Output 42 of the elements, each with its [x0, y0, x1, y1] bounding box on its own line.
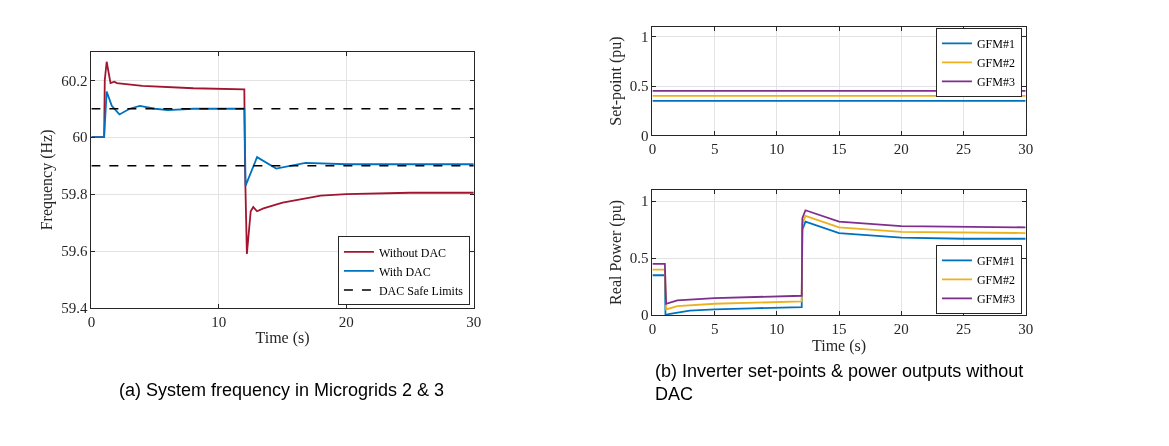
- y-tick-label: 59.4: [61, 300, 88, 317]
- x-tick-label: 15: [831, 321, 847, 338]
- text: (a) System frequency in Microgrids 2 & 3: [119, 380, 445, 400]
- y-axis-title: Real Power (pu): [606, 200, 625, 305]
- y-tick-label: 60.2: [61, 72, 88, 89]
- line-series: [91, 90, 474, 187]
- y-tick-label: 1: [640, 28, 649, 45]
- x-tick-label: 10: [769, 321, 785, 338]
- x-tick-label: 25: [955, 141, 971, 158]
- legend-label: GFM#2: [976, 273, 1015, 288]
- x-tick-label: 5: [710, 141, 719, 158]
- y-tick-label: 59.8: [61, 186, 88, 203]
- legend-label: GFM#3: [976, 292, 1015, 307]
- legend-label: GFM#1: [976, 36, 1015, 51]
- legend-label: With DAC: [378, 264, 431, 279]
- legend-label: GFM#3: [976, 74, 1015, 89]
- y-tick-label: 59.6: [61, 243, 88, 260]
- y-tick-label: 0.5: [629, 250, 649, 267]
- y-axis-title: Frequency (Hz): [38, 129, 57, 231]
- x-axis-title: Time (s): [812, 337, 867, 356]
- legend-label: DAC Safe Limits: [378, 283, 464, 298]
- x-tick-label: 25: [955, 321, 971, 338]
- x-tick-label: 30: [466, 314, 482, 331]
- y-tick-label: 60: [72, 129, 88, 146]
- text: (b) Inverter set-points & power outputs without DAC: [655, 361, 1024, 405]
- x-tick-label: 20: [893, 141, 909, 158]
- y-tick-label: 1: [640, 193, 649, 210]
- y-axis-title: Set-point (pu): [606, 36, 625, 126]
- x-axis-title: Time (s): [255, 328, 310, 347]
- legend-label: GFM#2: [976, 55, 1015, 70]
- x-tick-label: 5: [710, 321, 719, 338]
- x-tick-label: 30: [1018, 141, 1034, 158]
- legend-label: Without DAC: [378, 245, 447, 260]
- x-tick-label: 10: [769, 141, 785, 158]
- x-tick-label: 30: [1018, 321, 1034, 338]
- x-tick-label: 15: [831, 141, 847, 158]
- x-tick-label: 20: [893, 321, 909, 338]
- y-tick-label: 0: [640, 127, 649, 144]
- x-tick-label: 20: [338, 314, 354, 331]
- y-tick-label: 0.5: [629, 78, 649, 95]
- x-tick-label: 10: [211, 314, 227, 331]
- legend-label: GFM#1: [976, 254, 1015, 269]
